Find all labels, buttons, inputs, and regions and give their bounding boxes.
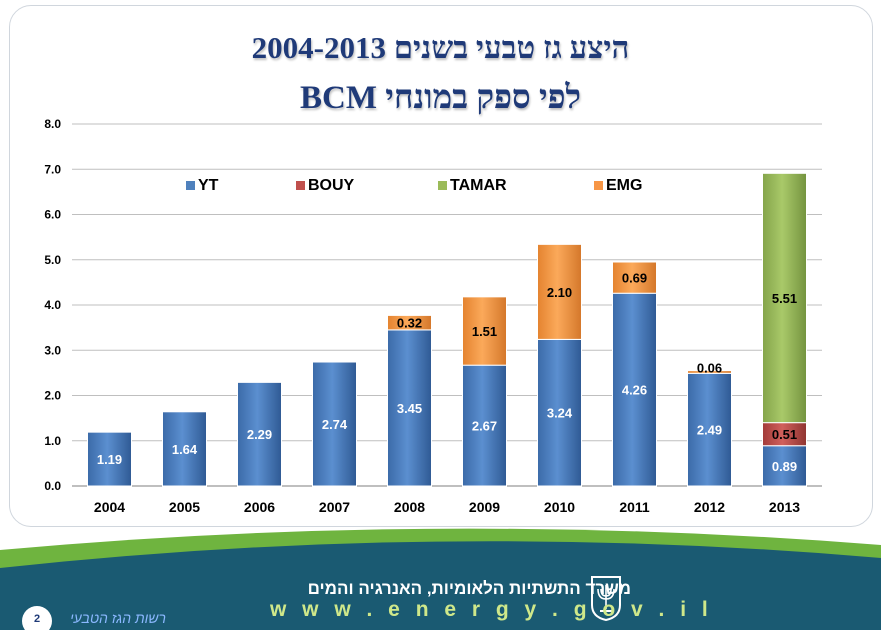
y-tick-label: 8.0 xyxy=(44,117,61,131)
data-label: 0.06 xyxy=(697,361,722,376)
chart-subtitle: לפי ספק במונחי BCM xyxy=(300,80,581,116)
bar-yt xyxy=(462,364,507,487)
data-label: 3.24 xyxy=(547,406,573,421)
x-tick-label: 2010 xyxy=(544,499,575,515)
x-tick-label: 2006 xyxy=(244,499,275,515)
legend-label-tamar: TAMAR xyxy=(450,177,507,194)
x-tick-label: 2007 xyxy=(319,499,350,515)
y-tick-label: 3.0 xyxy=(44,343,61,357)
bar-yt xyxy=(387,329,432,487)
data-label: 1.64 xyxy=(172,442,198,457)
y-tick-label: 5.0 xyxy=(44,253,61,267)
y-tick-label: 1.0 xyxy=(44,434,61,448)
y-tick-label: 2.0 xyxy=(44,389,61,403)
bar-emg xyxy=(612,261,657,294)
x-tick-label: 2004 xyxy=(94,499,125,515)
bar-yt xyxy=(237,381,282,487)
data-label: 2.74 xyxy=(322,417,348,432)
data-label: 2.67 xyxy=(472,419,497,434)
bar-emg xyxy=(537,243,582,340)
bar-yt xyxy=(537,338,582,487)
x-tick-label: 2008 xyxy=(394,499,425,515)
bar-emg xyxy=(387,314,432,331)
x-tick-label: 2009 xyxy=(469,499,500,515)
legend-label-bouy: BOUY xyxy=(308,177,355,194)
menorah-emblem-icon xyxy=(591,576,621,621)
legend-swatch-tamar xyxy=(438,181,447,190)
data-label: 0.32 xyxy=(397,316,422,331)
x-tick-label: 2005 xyxy=(169,499,200,515)
x-tick-label: 2013 xyxy=(769,499,800,515)
data-label: 2.49 xyxy=(697,423,722,438)
y-tick-label: 0.0 xyxy=(44,479,61,493)
bar-yt xyxy=(87,431,132,487)
data-label: 5.51 xyxy=(772,291,797,306)
legend-label-emg: EMG xyxy=(606,177,642,194)
legend-swatch-bouy xyxy=(296,181,305,190)
y-tick-label: 7.0 xyxy=(44,162,61,176)
data-label: 0.69 xyxy=(622,271,647,286)
y-tick-label: 4.0 xyxy=(44,298,61,312)
data-label: 2.10 xyxy=(547,285,572,300)
data-label: 1.51 xyxy=(472,324,497,339)
website-link[interactable]: w w w . e n e r g y . g o v . i l xyxy=(270,598,713,621)
legend-label-yt: YT xyxy=(198,177,219,194)
chart-title: היצע גז טבעי בשנים 2004-2013 xyxy=(251,30,630,65)
bar-yt xyxy=(687,372,732,487)
bar-tamar xyxy=(762,172,807,424)
x-tick-label: 2011 xyxy=(619,499,650,515)
footer-band xyxy=(0,528,881,630)
page-number: 2 xyxy=(22,606,52,636)
data-label: 2.29 xyxy=(247,427,272,442)
bar-yt xyxy=(762,445,807,487)
bar-emg xyxy=(687,370,732,374)
legend-swatch-emg xyxy=(594,181,603,190)
legend-swatch-yt xyxy=(186,181,195,190)
stacked-bar-chart: 0.0 1.0 2.0 3.0 4.0 5.0 6.0 7.0 8.0 1.19 2004 1.64 2… xyxy=(44,117,822,515)
bar-yt xyxy=(312,361,357,487)
bar-emg xyxy=(462,296,507,366)
data-label: 0.51 xyxy=(772,427,797,442)
data-label: 3.45 xyxy=(397,401,422,416)
authority-name: רשות הגז הטבעי xyxy=(70,610,166,626)
y-tick-label: 6.0 xyxy=(44,208,61,222)
x-tick-label: 2012 xyxy=(694,499,725,515)
data-label: 0.89 xyxy=(772,459,797,474)
data-label: 4.26 xyxy=(622,383,647,398)
data-label: 1.19 xyxy=(97,452,122,467)
bar-yt xyxy=(162,411,207,487)
ministry-name: משרד התשתיות הלאומיות, האנרגיה והמים xyxy=(307,579,631,598)
